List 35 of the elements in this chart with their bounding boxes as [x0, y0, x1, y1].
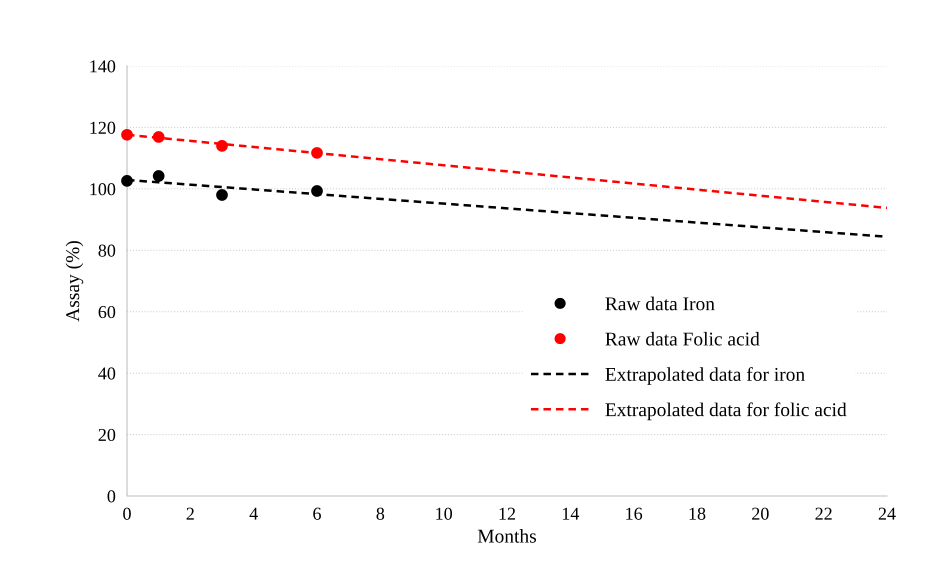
legend-label: Raw data Folic acid	[605, 332, 760, 346]
y-tick-label: 60	[98, 306, 116, 318]
y-tick-label: 120	[90, 122, 116, 134]
x-tick-label: 2	[186, 508, 194, 520]
legend-label: Extrapolated data for iron	[605, 367, 805, 385]
y-tick-label: 80	[98, 244, 116, 257]
x-tick-label: 24	[878, 508, 896, 520]
x-tick-label: 0	[123, 508, 131, 520]
x-tick-label: 14	[562, 508, 580, 520]
x-tick-label: 10	[436, 508, 452, 520]
point	[121, 175, 133, 187]
x-tick-label: 12	[500, 508, 516, 520]
point	[216, 140, 228, 152]
x-tick-label: 16	[626, 508, 642, 520]
y-tick-label: 20	[98, 428, 116, 442]
x-tick-label: 8	[376, 508, 384, 520]
y-axis-title: Assay (%)	[66, 241, 84, 322]
x-tick-label: 22	[815, 508, 832, 520]
x-tick-label: 6	[313, 508, 321, 520]
y-tick-label: 0	[108, 490, 116, 502]
x-tick-label: 4	[250, 508, 258, 520]
point	[152, 170, 165, 182]
x-tick-label: 20	[752, 508, 769, 520]
point	[152, 131, 165, 143]
point	[311, 147, 323, 159]
point	[121, 128, 133, 141]
y-tick-label: 40	[98, 367, 116, 380]
point	[216, 189, 228, 201]
legend-label: Raw data Iron	[605, 296, 715, 310]
x-tick-label: 18	[690, 508, 706, 520]
y-tick-label: 140	[90, 60, 116, 72]
y-tick-label: 100	[90, 183, 116, 196]
x-axis-title: Months	[478, 529, 536, 543]
point	[311, 185, 323, 197]
legend-label: Extrapolated data for folic acid	[605, 402, 846, 420]
